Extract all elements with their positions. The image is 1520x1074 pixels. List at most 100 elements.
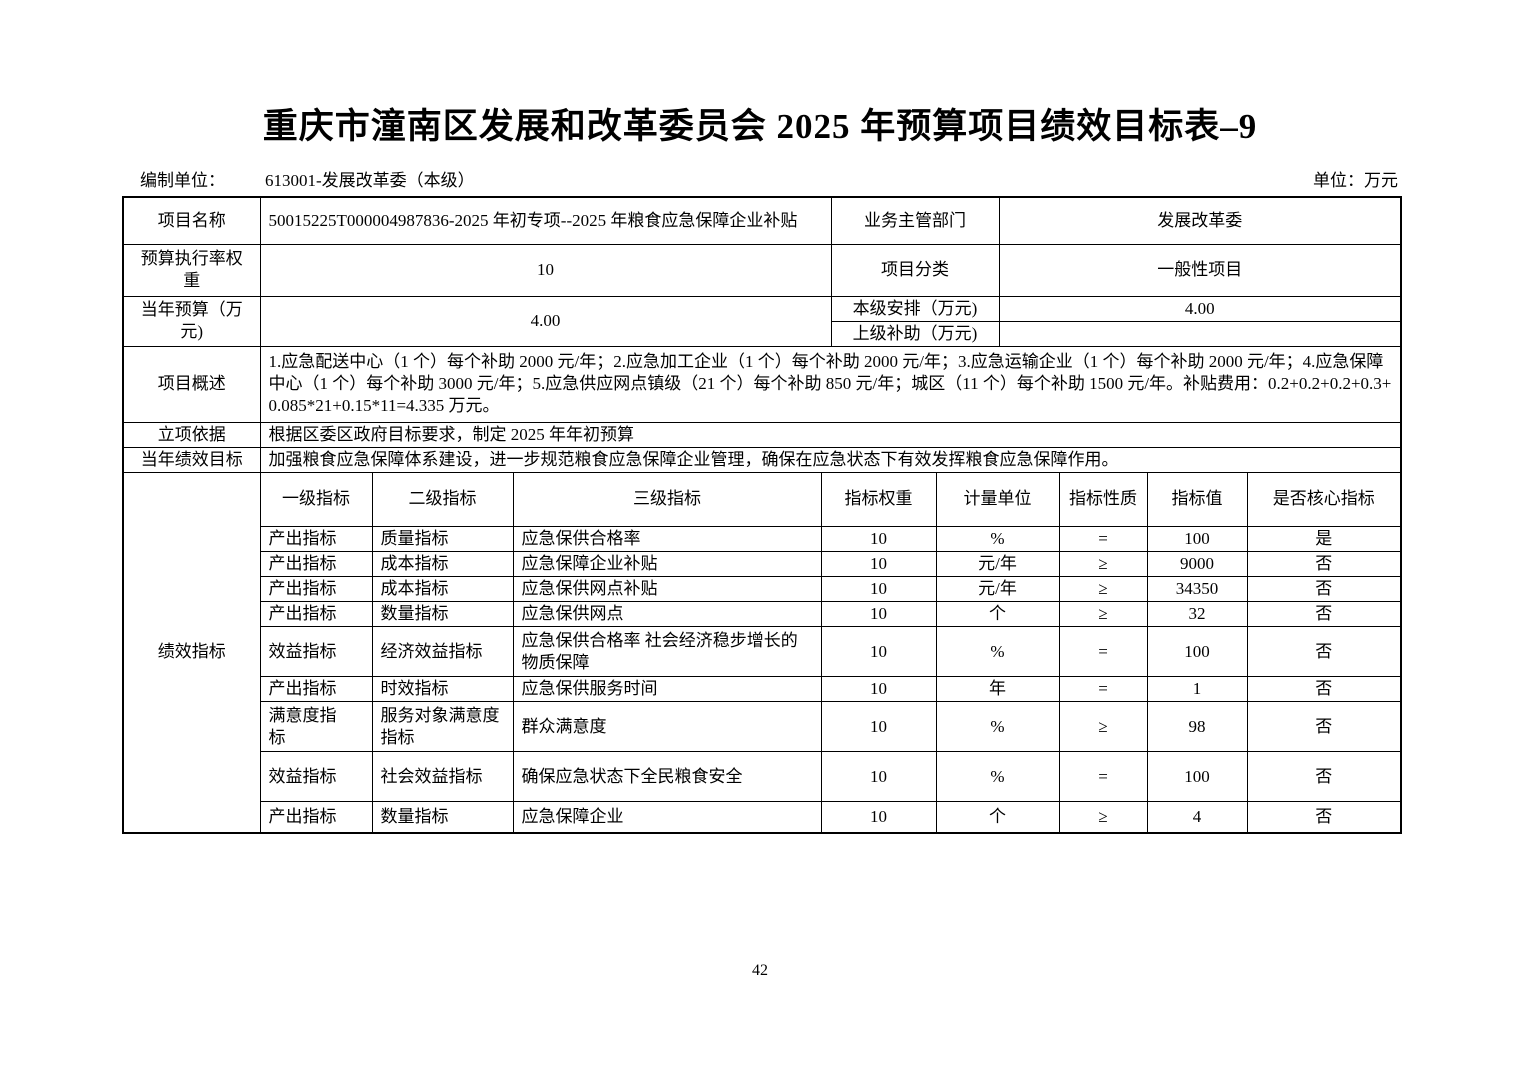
- cell-level2: 成本指标: [371, 576, 514, 603]
- cell-level3: 应急保供网点: [512, 601, 822, 628]
- cell-core: 否: [1246, 701, 1402, 753]
- row-superior-subsidy: 上级补助（万元): [123, 320, 1402, 347]
- indicator-col-header: 指标性质: [1058, 471, 1148, 527]
- cell-level2: 成本指标: [371, 550, 514, 578]
- superior-subsidy-value: [998, 320, 1402, 347]
- cell-core: 否: [1246, 576, 1402, 603]
- indicator-row: 产出指标 数量指标 应急保障企业 10 个 ≥ 4 否: [123, 801, 1402, 834]
- cell-level3: 应急保供服务时间: [512, 676, 822, 703]
- category-value: 一般性项目: [998, 243, 1402, 297]
- cell-weight: 10: [820, 576, 937, 603]
- cell-core: 否: [1246, 676, 1402, 703]
- cell-unit: 年: [935, 676, 1060, 703]
- cell-level3: 应急保供合格率: [512, 525, 822, 552]
- cell-level3: 群众满意度: [512, 701, 822, 753]
- page-number: 42: [752, 962, 768, 979]
- cell-nature: ≥: [1058, 576, 1148, 603]
- indicator-col-header-text: 指标性质: [1069, 489, 1137, 509]
- cell-value: 9000: [1146, 550, 1248, 578]
- exec-rate-label: 预算执行率权重: [122, 243, 261, 297]
- cell-level1: 产出指标: [259, 525, 373, 552]
- indicator-row: 产出指标 时效指标 应急保供服务时间 10 年 = 1 否: [123, 676, 1402, 703]
- cell-level2: 经济效益指标: [371, 626, 514, 678]
- local-budget-value: 4.00: [998, 295, 1402, 322]
- row-basis: 立项依据 根据区委区政府目标要求，制定 2025 年年初预算: [122, 421, 1402, 448]
- cell-level3: 应急保供合格率 社会经济稳步增长的物质保障: [512, 626, 822, 678]
- cell-level2: 时效指标: [371, 676, 514, 703]
- row-project-name: 项目名称 50015225T000004987836-2025 年初专项--20…: [122, 196, 1402, 245]
- indicators-section-label: 绩效指标: [122, 471, 261, 834]
- cell-weight: 10: [820, 525, 937, 552]
- row-goal: 当年绩效目标 加强粮食应急保障体系建设，进一步规范粮食应急保障企业管理，确保在应…: [122, 446, 1402, 473]
- cell-nature: ≥: [1058, 550, 1148, 578]
- cell-weight: 10: [820, 701, 937, 753]
- prepared-by-label: 编制单位：: [140, 171, 225, 190]
- cell-unit: %: [935, 626, 1060, 678]
- exec-rate-value: 10: [259, 243, 832, 297]
- cell-level2: 质量指标: [371, 525, 514, 552]
- page-title: 重庆市潼南区发展和改革委员会 2025 年预算项目绩效目标表–9: [262, 107, 1258, 146]
- cell-unit: %: [935, 525, 1060, 552]
- basis-value: 根据区委区政府目标要求，制定 2025 年年初预算: [259, 421, 1402, 448]
- cell-level3: 应急保供网点补贴: [512, 576, 822, 603]
- cell-level1: 产出指标: [259, 576, 373, 603]
- superior-subsidy-label: 上级补助（万元): [830, 320, 1000, 347]
- cell-level1: 效益指标: [259, 626, 373, 678]
- cell-weight: 10: [820, 751, 937, 803]
- cell-core: 是: [1246, 525, 1402, 552]
- indicator-row: 满意度指标 服务对象满意度指标 群众满意度 10 % ≥ 98 否: [123, 701, 1402, 753]
- cell-value: 4: [1146, 801, 1248, 834]
- cell-level1: 产出指标: [259, 601, 373, 628]
- cell-level3: 应急保障企业: [512, 801, 822, 834]
- cell-level1: 产出指标: [259, 801, 373, 834]
- cell-value: 32: [1146, 601, 1248, 628]
- cell-core: 否: [1246, 601, 1402, 628]
- cell-weight: 10: [820, 550, 937, 578]
- indicator-row: 产出指标 数量指标 应急保供网点 10 个 ≥ 32 否: [123, 601, 1402, 628]
- cell-nature: =: [1058, 676, 1148, 703]
- indicator-row: 产出指标 成本指标 应急保障企业补贴 10 元/年 ≥ 9000 否: [123, 550, 1402, 578]
- cell-nature: ≥: [1058, 701, 1148, 753]
- cell-nature: ≥: [1058, 801, 1148, 834]
- exec-rate-label-text: 预算执行率权重: [140, 248, 243, 290]
- indicator-col-header: 是否核心指标: [1246, 471, 1402, 527]
- cell-level2: 数量指标: [371, 601, 514, 628]
- row-budget: 当年预算（万元) 4.00 本级安排（万元) 4.00: [122, 295, 1402, 347]
- overview-label: 项目概述: [122, 345, 261, 423]
- cell-level1: 产出指标: [259, 550, 373, 578]
- project-name-value: 50015225T000004987836-2025 年初专项--2025 年粮…: [259, 196, 832, 245]
- indicator-header-row: 绩效指标 一级指标 二级指标 三级指标 指标权重 计量单位 指标性质 指标值 是…: [122, 471, 1402, 834]
- cell-value: 100: [1146, 626, 1248, 678]
- cell-level1: 产出指标: [259, 676, 373, 703]
- goal-label: 当年绩效目标: [122, 446, 261, 473]
- cell-unit: 元/年: [935, 550, 1060, 578]
- project-name-label: 项目名称: [122, 196, 261, 245]
- indicator-col-header: 指标值: [1146, 471, 1248, 527]
- cell-weight: 10: [820, 676, 937, 703]
- indicator-col-header: 二级指标: [371, 471, 514, 527]
- cell-nature: ≥: [1058, 601, 1148, 628]
- cell-level3: 确保应急状态下全民粮食安全: [512, 751, 822, 803]
- indicator-col-header: 计量单位: [935, 471, 1060, 527]
- indicator-row: 产出指标 质量指标 应急保供合格率 10 % = 100 是: [123, 525, 1402, 552]
- dept-label: 业务主管部门: [830, 196, 1000, 245]
- cell-weight: 10: [820, 626, 937, 678]
- cell-level1: 效益指标: [259, 751, 373, 803]
- indicator-col-header: 指标权重: [820, 471, 937, 527]
- overview-value: 1.应急配送中心（1 个）每个补助 2000 元/年；2.应急加工企业（1 个）…: [259, 345, 1402, 423]
- cell-unit: 个: [935, 601, 1060, 628]
- cell-unit: %: [935, 701, 1060, 753]
- cell-level2: 数量指标: [371, 801, 514, 834]
- local-budget-label: 本级安排（万元): [830, 295, 1000, 322]
- budget-value: 4.00: [259, 295, 832, 347]
- category-label: 项目分类: [830, 243, 1000, 297]
- cell-value: 100: [1146, 525, 1248, 552]
- cell-weight: 10: [820, 601, 937, 628]
- cell-core: 否: [1246, 626, 1402, 678]
- cell-unit: %: [935, 751, 1060, 803]
- cell-core: 否: [1246, 550, 1402, 578]
- cell-unit: 元/年: [935, 576, 1060, 603]
- cell-nature: =: [1058, 751, 1148, 803]
- meta-row: 编制单位： 613001-发展改革委（本级） 单位：万元: [140, 166, 1398, 191]
- cell-value: 1: [1146, 676, 1248, 703]
